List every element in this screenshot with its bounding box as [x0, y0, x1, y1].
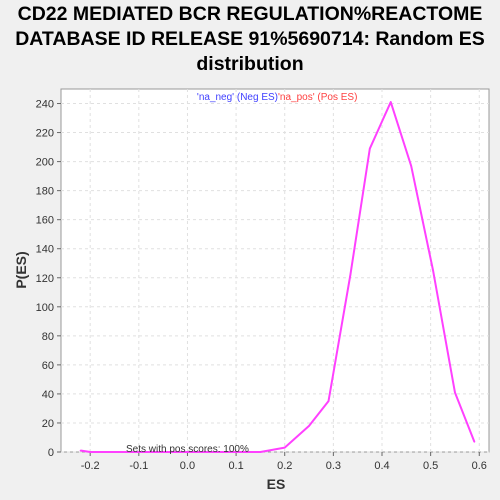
x-tick-label: 0.2 — [277, 460, 292, 472]
data-point — [283, 446, 286, 449]
plot-area — [60, 88, 490, 453]
data-point — [210, 451, 213, 453]
x-tick-label: -0.2 — [81, 460, 100, 472]
y-tick-label: 60 — [42, 360, 54, 372]
x-tick-label: 0.1 — [228, 460, 243, 472]
x-tick-label: 0.6 — [472, 460, 487, 472]
data-point — [410, 165, 412, 167]
y-tick-label: 180 — [36, 186, 54, 198]
chart-title: CD22 MEDIATED BCR REGULATION%REACTOME DA… — [0, 2, 500, 77]
data-point — [162, 451, 164, 453]
data-point — [327, 400, 330, 402]
x-tick-label: 0.4 — [374, 460, 389, 472]
legend-entry-pos: 'na_pos' (Pos ES) — [278, 92, 357, 103]
y-tick-label: 240 — [36, 99, 54, 111]
x-axis-ticks: -0.2 -0.1 0.0 0.1 0.2 0.3 0.4 0.5 0.6 — [81, 452, 487, 472]
y-tick-label: 120 — [36, 273, 54, 285]
data-point — [235, 451, 237, 453]
legend-entry-neg: 'na_neg' (Neg ES) — [197, 92, 278, 103]
data-point — [308, 425, 310, 427]
data-point — [89, 451, 91, 453]
x-tick-label: 0.5 — [423, 460, 438, 472]
data-point — [369, 147, 371, 150]
grid-lines — [61, 89, 489, 453]
y-tick-label: 220 — [36, 128, 54, 140]
x-tick-label: -0.1 — [129, 460, 148, 472]
data-point — [186, 451, 189, 453]
x-tick-label: 0.0 — [180, 460, 195, 472]
y-tick-label: 0 — [48, 447, 54, 459]
y-tick-label: 100 — [36, 302, 54, 314]
y-tick-label: 200 — [36, 157, 54, 169]
y-tick-label: 160 — [36, 215, 54, 227]
data-point — [432, 269, 434, 272]
y-tick-label: 40 — [42, 389, 54, 401]
data-point — [454, 391, 456, 394]
data-point — [138, 451, 140, 453]
y-axis-ticks: 0 20 40 60 80 100 120 140 160 180 200 220 240 — [36, 99, 61, 459]
data-point — [113, 451, 116, 453]
chart-title-line-1: CD22 MEDIATED BCR REGULATION%REACTOME — [17, 3, 483, 25]
y-tick-label: 80 — [42, 331, 54, 343]
chart-title-line-2: DATABASE ID RELEASE 91%5690714: Random E… — [15, 28, 485, 50]
data-point — [349, 274, 352, 276]
y-tick-label: 140 — [36, 244, 54, 256]
data-point — [259, 451, 262, 453]
data-point — [389, 101, 392, 103]
series-group — [79, 101, 476, 453]
chart-title-line-3: distribution — [196, 53, 304, 75]
data-point — [473, 441, 476, 443]
data-point — [79, 449, 82, 452]
legend: 'na_neg' (Neg ES) 'na_pos' (Pos ES) — [197, 92, 358, 103]
y-tick-label: 20 — [42, 418, 54, 430]
y-axis-label: P(ES) — [13, 251, 29, 288]
pos-scores-annotation: Sets with pos scores: 100% — [126, 444, 249, 455]
x-axis-label: ES — [267, 476, 286, 492]
x-tick-label: 0.3 — [326, 460, 341, 472]
